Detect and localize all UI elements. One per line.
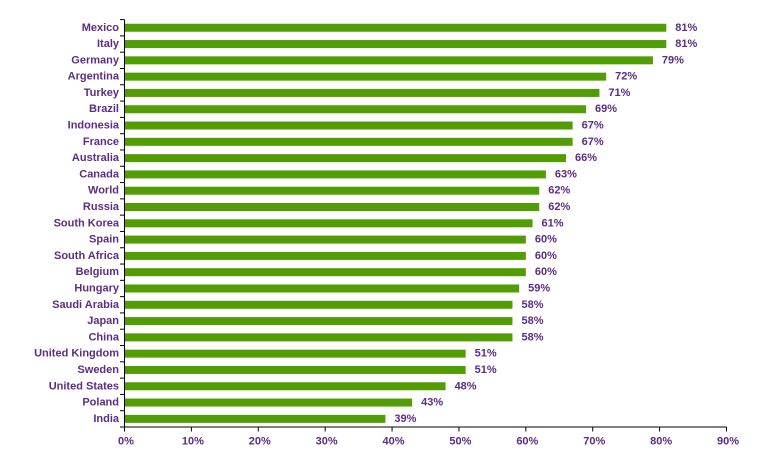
svg-text:63%: 63% [555,168,577,180]
svg-text:58%: 58% [521,331,543,343]
svg-text:Japan: Japan [87,315,119,327]
svg-text:62%: 62% [548,185,570,197]
svg-text:Russia: Russia [83,201,120,213]
svg-text:Australia: Australia [72,152,120,164]
svg-text:81%: 81% [675,22,697,34]
svg-text:Brazil: Brazil [89,103,119,115]
svg-text:66%: 66% [575,152,597,164]
svg-text:Saudi Arabia: Saudi Arabia [52,299,120,311]
svg-text:43%: 43% [421,397,443,409]
svg-text:20%: 20% [249,436,271,448]
svg-text:58%: 58% [521,315,543,327]
svg-text:60%: 60% [535,266,557,278]
svg-text:39%: 39% [394,413,416,425]
svg-text:50%: 50% [449,436,471,448]
svg-text:0%: 0% [118,436,134,448]
svg-text:Indonesia: Indonesia [68,120,120,132]
svg-text:United Kingdom: United Kingdom [34,348,119,360]
svg-text:40%: 40% [383,436,405,448]
svg-text:90%: 90% [717,436,739,448]
svg-text:61%: 61% [542,217,564,229]
svg-text:Belgium: Belgium [76,266,120,278]
svg-text:Italy: Italy [97,38,120,50]
svg-text:79%: 79% [662,54,684,66]
svg-text:62%: 62% [548,201,570,213]
svg-text:Poland: Poland [82,397,119,409]
svg-text:48%: 48% [455,380,477,392]
svg-text:China: China [88,331,119,343]
svg-text:30%: 30% [316,436,338,448]
svg-text:59%: 59% [528,282,550,294]
svg-text:80%: 80% [650,436,672,448]
svg-text:South Africa: South Africa [54,250,120,262]
svg-text:South Korea: South Korea [54,217,120,229]
svg-text:United States: United States [49,380,119,392]
svg-text:70%: 70% [583,436,605,448]
svg-text:51%: 51% [475,348,497,360]
svg-text:Germany: Germany [71,54,120,66]
svg-text:Mexico: Mexico [82,22,120,34]
svg-text:60%: 60% [516,436,538,448]
svg-text:81%: 81% [675,38,697,50]
svg-text:Spain: Spain [89,234,119,246]
svg-text:67%: 67% [582,120,604,132]
svg-text:60%: 60% [535,250,557,262]
svg-text:72%: 72% [615,71,637,83]
svg-text:69%: 69% [595,103,617,115]
svg-text:71%: 71% [608,87,630,99]
svg-text:France: France [83,136,119,148]
svg-text:58%: 58% [521,299,543,311]
svg-text:Argentina: Argentina [68,71,120,83]
svg-text:Hungary: Hungary [74,282,120,294]
svg-text:67%: 67% [582,136,604,148]
svg-text:India: India [93,413,120,425]
svg-text:60%: 60% [535,234,557,246]
svg-text:Turkey: Turkey [84,87,120,99]
svg-text:10%: 10% [182,436,204,448]
svg-text:51%: 51% [475,364,497,376]
svg-text:World: World [88,185,119,197]
svg-text:Canada: Canada [79,168,120,180]
svg-text:Sweden: Sweden [77,364,119,376]
